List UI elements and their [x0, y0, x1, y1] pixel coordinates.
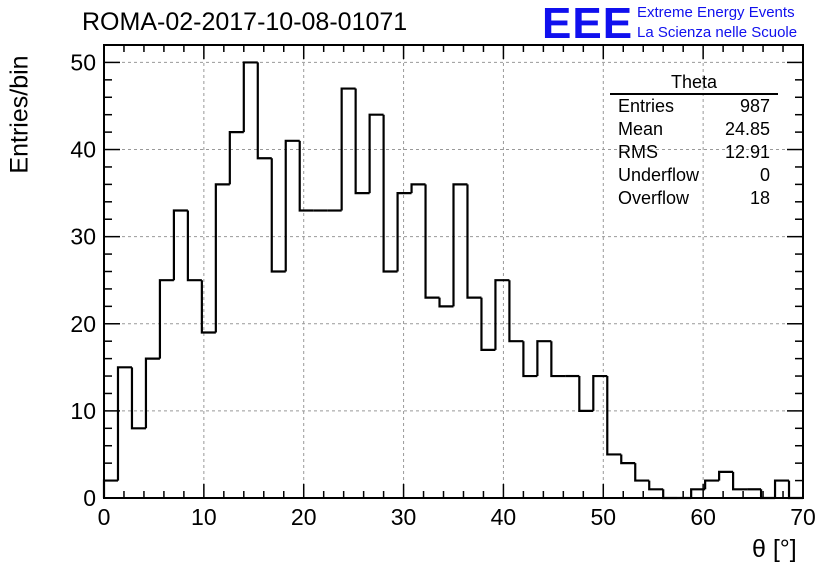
chart-title: ROMA-02-2017-10-08-01071: [82, 8, 408, 36]
histogram-bin: [396, 191, 412, 272]
stats-row-rms: RMS 12.91: [610, 141, 778, 164]
histogram-bin: [102, 479, 118, 498]
y-tick-label: 20: [70, 311, 96, 337]
stats-value: 0: [759, 165, 770, 185]
x-tick-label: 40: [491, 504, 517, 530]
y-tick-label: 10: [70, 398, 96, 424]
y-tick-label: 40: [70, 137, 96, 163]
histogram-bin: [522, 341, 538, 378]
histogram-bin: [662, 489, 678, 500]
histogram-bin: [340, 87, 356, 211]
x-tick-label: 70: [790, 504, 816, 530]
x-tick-label: 20: [291, 504, 317, 530]
x-tick-label: 0: [98, 504, 111, 530]
stats-label: Mean: [618, 119, 664, 139]
logo-line-1: Extreme Energy Events: [637, 4, 795, 21]
histogram-bin: [186, 210, 202, 282]
histogram-bin: [536, 340, 552, 377]
x-axis-label: θ [°]: [752, 535, 797, 563]
stats-row-entries: Entries 987: [610, 95, 778, 118]
eee-logo: EEE: [542, 0, 634, 48]
stats-box: Theta Entries 987 Mean 24.85 RMS 12.91 U…: [610, 72, 778, 210]
histogram-bin: [158, 279, 174, 359]
logo-line-2: La Scienza nelle Scuole: [637, 24, 798, 41]
histogram-bin: [690, 488, 706, 498]
x-tick-label: 50: [590, 504, 616, 530]
histogram-bin: [718, 470, 734, 481]
histogram-bin: [284, 139, 300, 272]
y-tick-label: 30: [70, 224, 96, 250]
histogram-bin: [578, 376, 594, 412]
histogram-bin: [704, 479, 720, 490]
histogram-bin: [620, 454, 636, 465]
histogram-bin: [424, 184, 440, 299]
stats-value: 12.91: [724, 142, 770, 162]
histogram-bin: [228, 131, 244, 185]
stats-label: Underflow: [618, 165, 700, 185]
histogram-bin: [368, 113, 384, 194]
x-tick-label: 60: [690, 504, 716, 530]
stats-row-overflow: Overflow 18: [610, 187, 778, 210]
histogram-bin: [354, 88, 370, 195]
x-tick-label: 30: [391, 504, 417, 530]
histogram-bin: [732, 471, 748, 491]
y-tick-label: 50: [70, 49, 96, 75]
histogram-bin: [606, 376, 622, 456]
histogram-bin: [592, 374, 608, 411]
x-tick-label: 10: [191, 504, 217, 530]
histogram-bin: [508, 280, 524, 343]
stats-label: Entries: [618, 96, 675, 116]
histogram-bin: [130, 367, 146, 430]
histogram-bin: [466, 184, 482, 299]
histogram-bin: [759, 489, 776, 500]
histogram-bin: [480, 297, 496, 352]
stats-label: Overflow: [618, 188, 690, 208]
histogram-bin: [242, 61, 258, 133]
histogram-bin: [634, 463, 650, 482]
histogram-bin: [116, 366, 132, 481]
histogram-bin: [494, 279, 510, 350]
stats-value: 24.85: [724, 119, 770, 139]
stats-value: 987: [739, 96, 770, 116]
histogram-bin: [256, 62, 272, 160]
histogram-bin: [270, 158, 286, 273]
stats-title: Theta: [610, 72, 778, 95]
histogram-bin: [410, 183, 426, 194]
stats-value: 18: [749, 188, 770, 208]
stats-row-underflow: Underflow 0: [610, 164, 778, 187]
histogram-bin: [648, 480, 664, 491]
stats-row-mean: Mean 24.85: [610, 118, 778, 141]
histogram-bin: [200, 280, 216, 334]
histogram-bin: [787, 480, 803, 500]
histogram-bin: [452, 183, 468, 307]
histogram-bin: [773, 479, 790, 498]
histogram-bin: [214, 183, 230, 333]
histogram-bin: [550, 341, 566, 378]
histogram-bin: [144, 357, 160, 429]
histogram-bin: [298, 140, 314, 212]
histogram-bin: [172, 209, 188, 281]
stats-label: RMS: [618, 142, 658, 162]
histogram-bin: [438, 297, 454, 308]
histogram-bin: [382, 114, 398, 273]
y-tick-label: 0: [83, 485, 96, 511]
